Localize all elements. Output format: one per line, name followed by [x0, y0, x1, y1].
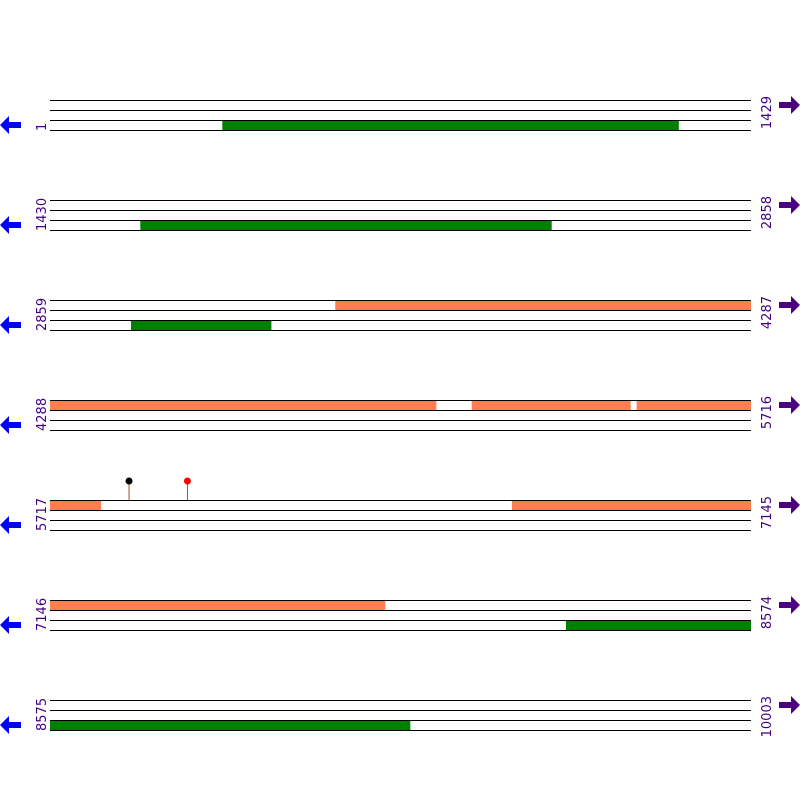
feature	[140, 220, 552, 230]
right-arrow	[779, 296, 800, 314]
sequence-row: 8575 10003	[0, 696, 800, 737]
feature	[50, 720, 411, 730]
sequence-row: 2859 4287	[0, 296, 800, 334]
sequence-row: 5717 7145	[0, 477, 800, 534]
feature	[511, 500, 751, 510]
right-arrow	[779, 96, 800, 114]
left-arrow	[0, 216, 21, 234]
feature	[636, 400, 751, 410]
sequence-row: 4288 5716	[0, 396, 800, 434]
feature	[335, 300, 751, 310]
end-label: 5716	[760, 396, 775, 429]
left-arrow	[0, 616, 21, 634]
feature	[50, 600, 386, 610]
marker-head	[183, 477, 191, 485]
feature	[471, 400, 631, 410]
left-arrow	[0, 316, 21, 334]
feature	[50, 400, 437, 410]
start-label: 1430	[35, 198, 50, 231]
left-arrow	[0, 116, 21, 134]
right-arrow	[779, 496, 800, 514]
left-arrow	[0, 516, 21, 534]
right-arrow	[779, 596, 800, 614]
sequence-row: 7146 8574	[0, 596, 800, 634]
marker-head	[125, 477, 133, 485]
sequence-row: 1430 2858	[0, 196, 800, 234]
feature	[130, 320, 272, 330]
end-label: 7145	[760, 496, 775, 529]
right-arrow	[779, 696, 800, 714]
end-label: 2858	[760, 196, 775, 229]
start-label: 1	[35, 123, 50, 131]
end-label: 10003	[760, 696, 775, 737]
start-label: 5717	[35, 498, 50, 531]
left-arrow	[0, 716, 21, 734]
left-arrow	[0, 416, 21, 434]
end-label: 8574	[760, 596, 775, 629]
end-label: 4287	[760, 296, 775, 329]
feature	[565, 620, 751, 630]
start-label: 7146	[35, 598, 50, 631]
start-label: 8575	[35, 698, 50, 731]
start-label: 2859	[35, 298, 50, 331]
start-label: 4288	[35, 398, 50, 431]
right-arrow	[779, 196, 800, 214]
right-arrow	[779, 396, 800, 414]
sequence-row: 1 1429	[0, 96, 800, 134]
feature	[222, 120, 679, 130]
feature	[50, 500, 102, 510]
end-label: 1429	[760, 96, 775, 129]
